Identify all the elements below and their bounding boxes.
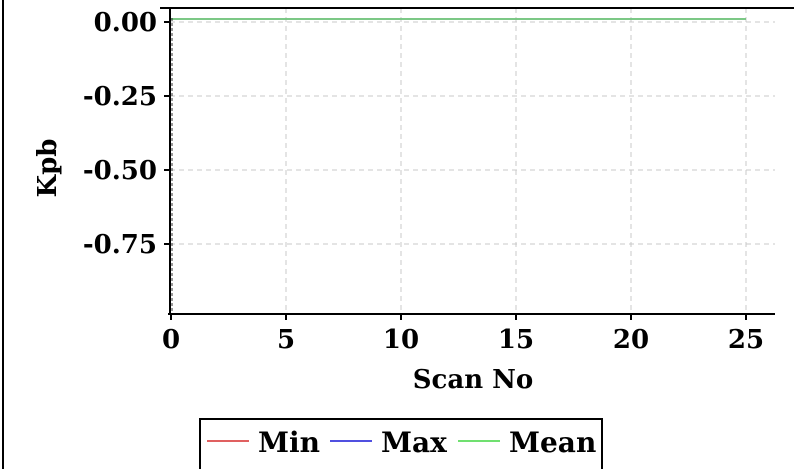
legend: Min Max Mean [199, 418, 603, 469]
legend-label-max: Max [381, 426, 447, 459]
y-tick-label: -0.50 [83, 156, 157, 186]
grid [170, 8, 775, 314]
x-tick-label: 15 [498, 325, 534, 355]
x-axis-title: Scan No [413, 365, 534, 395]
x-tick-label: 10 [383, 325, 419, 355]
tick-labels: 0 5 10 15 20 25 0.00 -0.25 -0.50 -0.75 [83, 8, 764, 355]
x-tick-label: 25 [728, 325, 764, 355]
legend-label-mean: Mean [509, 426, 596, 459]
x-tick-label: 0 [162, 325, 180, 355]
y-tick-label: 0.00 [94, 8, 157, 38]
y-axis-title: Kpb [33, 139, 63, 198]
x-tick-label: 5 [277, 325, 295, 355]
y-tick-label: -0.75 [83, 230, 157, 260]
y-tick-label: -0.25 [83, 82, 157, 112]
x-tick-label: 20 [613, 325, 649, 355]
legend-label-min: Min [258, 426, 320, 459]
legend-box [199, 418, 603, 469]
series-lines [171, 18, 746, 314]
